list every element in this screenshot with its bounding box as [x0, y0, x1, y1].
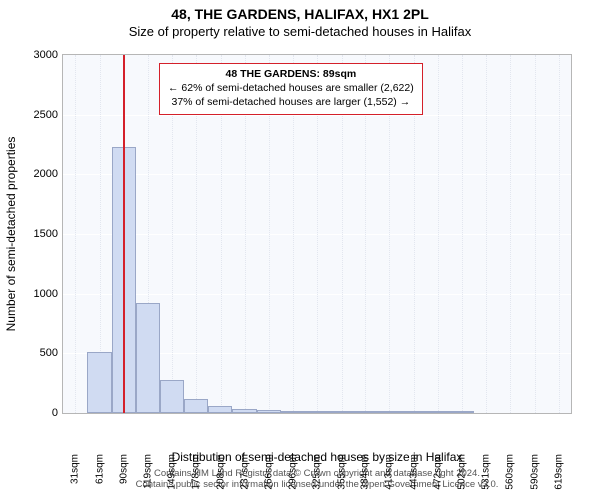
- histogram-bar: [353, 411, 377, 413]
- histogram-bar: [450, 411, 474, 413]
- grid-line-v: [510, 55, 511, 413]
- property-marker-line: [123, 55, 125, 413]
- info-box: 48 THE GARDENS: 89sqm ← 62% of semi-deta…: [159, 63, 423, 115]
- x-tick-label: 590sqm: [529, 454, 540, 490]
- x-tick-label: 560sqm: [505, 454, 516, 490]
- x-tick-label: 502sqm: [457, 454, 468, 490]
- x-tick-label: 384sqm: [360, 454, 371, 490]
- x-tick-label: 208sqm: [215, 454, 226, 490]
- x-tick-label: 355sqm: [336, 454, 347, 490]
- x-tick-label: 266sqm: [263, 454, 274, 490]
- histogram-bar: [136, 303, 160, 413]
- y-axis-label: Number of semi-detached properties: [4, 137, 18, 332]
- y-tick-label: 2000: [18, 168, 58, 180]
- histogram-bar: [257, 410, 281, 413]
- histogram-bar: [305, 411, 329, 413]
- x-tick-label: 472sqm: [432, 454, 443, 490]
- y-tick-label: 1000: [18, 288, 58, 300]
- x-tick-label: 61sqm: [94, 454, 105, 484]
- histogram-bar: [184, 399, 208, 413]
- grid-line-v: [75, 55, 76, 413]
- histogram-bar: [232, 409, 256, 413]
- grid-line-v: [438, 55, 439, 413]
- grid-line-v: [559, 55, 560, 413]
- x-tick-label: 178sqm: [191, 454, 202, 490]
- x-tick-label: 296sqm: [288, 454, 299, 490]
- x-tick-label: 619sqm: [553, 454, 564, 490]
- grid-line-v: [486, 55, 487, 413]
- y-tick-label: 2500: [18, 109, 58, 121]
- x-tick-label: 90sqm: [118, 454, 129, 484]
- x-tick-label: 531sqm: [481, 454, 492, 490]
- histogram-bar: [377, 411, 401, 413]
- x-tick-label: 443sqm: [408, 454, 419, 490]
- chart-plot-area: 48 THE GARDENS: 89sqm ← 62% of semi-deta…: [62, 54, 572, 414]
- page-title: 48, THE GARDENS, HALIFAX, HX1 2PL: [0, 0, 600, 22]
- x-tick-label: 149sqm: [167, 454, 178, 490]
- x-tick-label: 119sqm: [142, 454, 153, 489]
- grid-line-v: [462, 55, 463, 413]
- y-tick-label: 500: [18, 347, 58, 359]
- histogram-bar: [208, 406, 232, 413]
- x-tick-label: 413sqm: [384, 454, 395, 490]
- histogram-bar: [160, 380, 184, 413]
- x-tick-label: 31sqm: [70, 454, 81, 484]
- y-tick-label: 3000: [18, 49, 58, 61]
- x-tick-label: 237sqm: [239, 454, 250, 490]
- y-tick-label: 1500: [18, 228, 58, 240]
- histogram-bar: [329, 411, 353, 413]
- chart-subtitle: Size of property relative to semi-detach…: [0, 22, 600, 39]
- histogram-bar: [402, 411, 426, 413]
- histogram-bar: [281, 411, 305, 413]
- info-box-line1: 48 THE GARDENS: 89sqm: [168, 67, 414, 81]
- info-box-line2: ← 62% of semi-detached houses are smalle…: [168, 81, 414, 95]
- y-tick-label: 0: [18, 407, 58, 419]
- x-tick-label: 325sqm: [312, 454, 323, 490]
- info-box-line3: 37% of semi-detached houses are larger (…: [168, 95, 414, 109]
- grid-line-v: [535, 55, 536, 413]
- histogram-bar: [87, 352, 111, 413]
- histogram-bar: [426, 411, 450, 413]
